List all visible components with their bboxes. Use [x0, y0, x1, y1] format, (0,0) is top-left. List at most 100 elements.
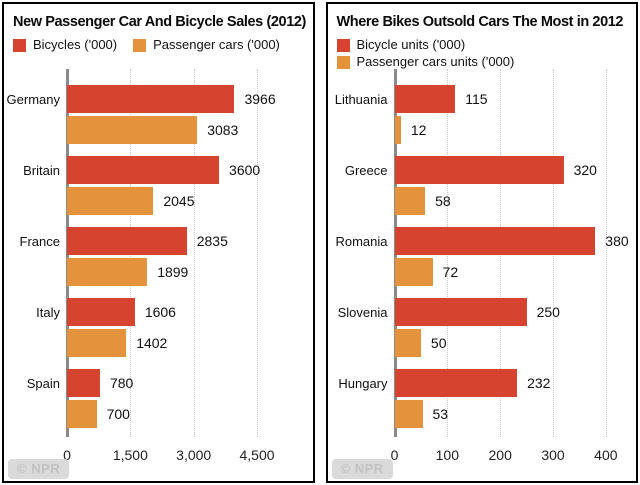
axis-tick-label: 400 [594, 447, 618, 463]
bar [67, 227, 187, 255]
category-group: Greece 320 58 [337, 156, 628, 215]
value-label: 3083 [207, 122, 239, 138]
bar [394, 85, 456, 113]
legend-swatch-icon [13, 38, 26, 52]
bar [394, 156, 564, 184]
bar-pair: 380 72 [394, 227, 629, 286]
legend-swatch-icon [336, 55, 350, 69]
bar-pair: 2835 1899 [67, 227, 304, 286]
value-label: 320 [573, 162, 597, 178]
bar [394, 258, 433, 286]
value-label: 12 [410, 122, 427, 138]
bar-row: 72 [394, 258, 628, 286]
bar-row: 780 [67, 369, 304, 397]
bar-row: 12 [394, 116, 628, 144]
legend-label: Passenger cars units ('000) [356, 54, 515, 69]
bar-pair: 250 50 [394, 298, 628, 357]
bar-row: 700 [67, 400, 304, 428]
value-label: 1606 [144, 304, 176, 320]
bar-row: 2835 [67, 227, 304, 255]
value-label: 380 [605, 233, 629, 249]
value-label: 50 [430, 335, 447, 351]
value-label: 1899 [157, 264, 189, 280]
bar [67, 258, 148, 286]
category-label: Italy [36, 304, 60, 320]
bar [67, 187, 154, 215]
bar-row: 53 [394, 400, 628, 428]
plot-area: Lithuania 115 12 Greece 320 58 Romania 380 72 Slo… [334, 69, 631, 443]
chart-title: New Passenger Car And Bicycle Sales (201… [13, 14, 306, 30]
legend-swatch-icon [133, 38, 147, 52]
value-label: 250 [536, 304, 560, 320]
bar-row: 3083 [67, 116, 304, 144]
value-label: 2835 [196, 233, 228, 249]
bar [394, 298, 527, 326]
bar-pair: 1606 1402 [67, 298, 304, 357]
bar [67, 298, 135, 326]
value-label: 72 [442, 264, 459, 280]
legend: Bicycles ('000) Passenger cars ('000) [13, 37, 307, 69]
bar [394, 369, 518, 397]
legend-label: Passenger cars ('000) [153, 37, 280, 52]
bar-pair: 232 53 [394, 369, 628, 428]
bar-pair: 3966 3083 [67, 85, 304, 144]
bar-groups: Lithuania 115 12 Greece 320 58 Romania 380 72 Slo… [334, 69, 629, 428]
legend: Bicycle units ('000) Passenger cars units… [336, 37, 631, 70]
gridline [193, 69, 195, 437]
legend-item: Passenger cars units ('000) [336, 54, 631, 70]
axis-tick-label: 100 [435, 447, 460, 463]
axis-tick-label: 200 [488, 447, 512, 463]
bar [67, 85, 235, 113]
bar-row: 1899 [67, 258, 304, 286]
bar-row: 250 [394, 298, 628, 326]
category-label: Hungary [338, 375, 388, 391]
bar-pair: 3600 2045 [67, 156, 304, 215]
axis-tick-label: 0 [63, 447, 71, 463]
bar [394, 116, 401, 144]
value-label: 1402 [136, 335, 168, 351]
bar [67, 156, 220, 184]
axis-tick-label: 4,500 [239, 447, 275, 463]
value-label: 700 [106, 406, 130, 422]
bar-pair: 115 12 [394, 85, 628, 144]
category-group: Romania 380 72 [335, 227, 629, 286]
bar [394, 400, 423, 428]
category-group: Italy 1606 1402 [13, 298, 304, 357]
category-label: France [19, 233, 60, 249]
category-label: Slovenia [337, 304, 388, 320]
bar [67, 329, 127, 357]
bar [67, 400, 97, 428]
bar-groups: Germany 3966 3083 Britain 3600 2045 France 2835… [6, 69, 304, 428]
category-group: Spain 780 700 [13, 369, 304, 428]
legend-item: Passenger cars ('000) [133, 37, 280, 53]
bar-row: 3966 [67, 85, 304, 113]
category-label: Spain [26, 375, 60, 391]
category-label: Greece [344, 162, 388, 178]
npr-watermark: © NPR [8, 459, 70, 479]
chart-panel-car-bicycle-sales: New Passenger Car And Bicycle Sales (201… [2, 2, 315, 483]
axis-tick-label: 300 [541, 447, 565, 463]
axis-tick-label: 1,500 [112, 447, 148, 463]
category-group: Hungary 232 53 [337, 369, 628, 428]
category-label: Lithuania [334, 91, 388, 107]
bar [67, 116, 198, 144]
axis-tick-label: 3,000 [176, 447, 212, 463]
axis-ticks: 0 100 200 300 400 [391, 447, 628, 467]
legend-item: Bicycle units ('000) [336, 37, 631, 53]
plot-area: Germany 3966 3083 Britain 3600 2045 France 2835… [6, 69, 307, 443]
legend-label: Bicycle units ('000) [356, 37, 466, 52]
bar-row: 320 [394, 156, 628, 184]
value-label: 53 [432, 406, 449, 422]
category-group: France 2835 1899 [13, 227, 304, 286]
category-group: Germany 3966 3083 [6, 85, 304, 144]
category-label: Britain [23, 162, 60, 178]
value-label: 3600 [229, 162, 261, 178]
bar-row: 3600 [67, 156, 304, 184]
bar-row: 1402 [67, 329, 304, 357]
category-group: Slovenia 250 50 [337, 298, 628, 357]
bar-row: 2045 [67, 187, 304, 215]
bar [394, 227, 596, 255]
category-label: Germany [6, 91, 60, 107]
value-label: 2045 [163, 193, 195, 209]
